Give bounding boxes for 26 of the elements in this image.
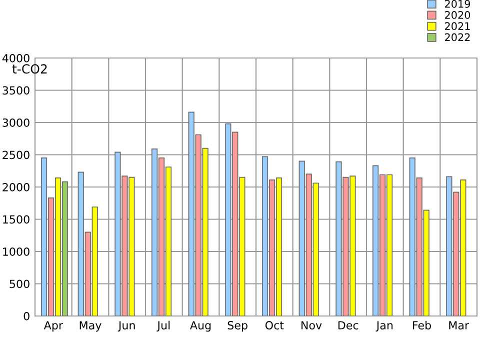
y-tick-label: 2500: [2, 150, 30, 160]
y-tick-label: 2000: [2, 182, 30, 192]
x-tick-label: Oct: [265, 321, 284, 330]
x-tick-label: May: [80, 321, 102, 332]
y-tick-label: 0: [24, 312, 30, 320]
x-tick-label: Jan: [376, 321, 393, 332]
x-tick-label: Aug: [190, 321, 211, 332]
y-tick-label: 500: [10, 280, 30, 288]
legend-label: 2019: [445, 0, 470, 8]
y-tick-label: 3500: [2, 86, 30, 95]
y-tick-label: 1000: [3, 247, 30, 256]
x-tick-label: Apr: [44, 321, 64, 332]
legend-label: 2020: [445, 11, 470, 19]
x-tick-label: Mar: [449, 321, 470, 330]
x-tick-label: Sep: [228, 321, 248, 332]
y-tick-label: 1500: [3, 215, 30, 224]
x-tick-label: Feb: [413, 320, 431, 330]
y-axis-title: t-CO2: [12, 64, 47, 74]
x-tick-label: Dec: [338, 321, 358, 330]
legend-label: 2022: [445, 33, 470, 42]
x-tick-label: Jul: [156, 320, 170, 332]
x-tick-label: Jun: [118, 321, 135, 332]
x-tick-label: Nov: [301, 321, 322, 330]
legend-label: 2021: [445, 22, 470, 30]
y-tick-label: 3000: [2, 118, 30, 127]
y-tick-label: 4000: [2, 54, 30, 62]
